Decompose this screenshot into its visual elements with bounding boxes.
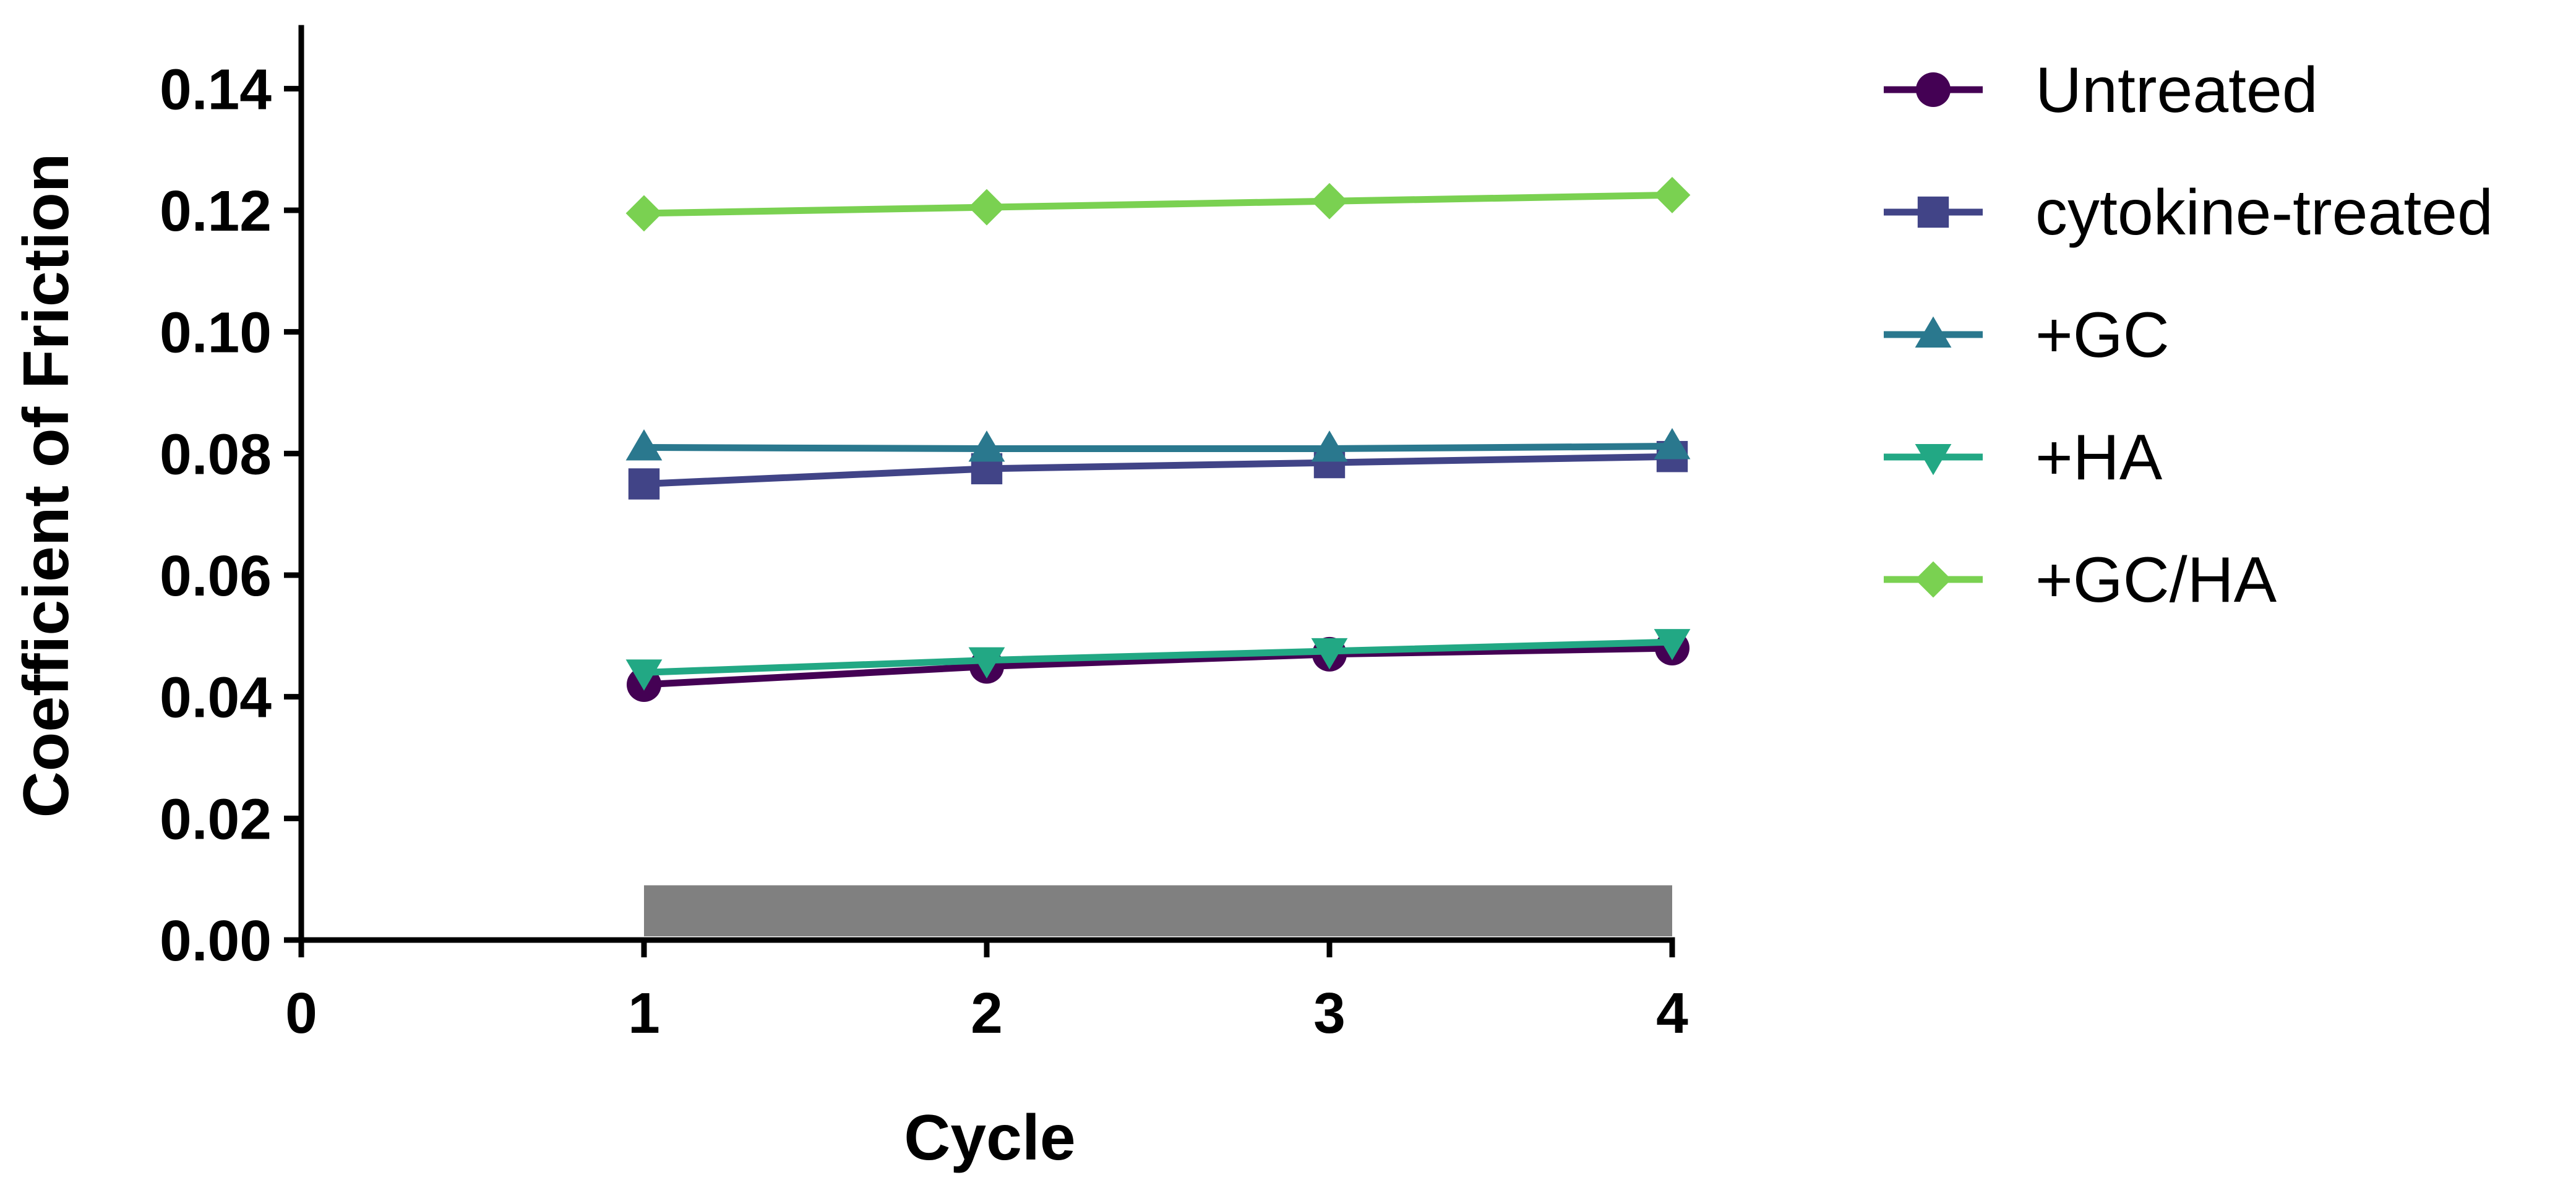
x-tick-label: 4 [1656, 981, 1688, 1045]
legend-label: Untreated [2035, 54, 2318, 126]
data-point-gc-3 [1311, 430, 1348, 462]
legend-marker-diamond [1915, 561, 1952, 598]
data-point-gc-4 [1654, 428, 1691, 459]
x-axis-title: Cycle [904, 1102, 1076, 1174]
ticks-layer: 0.00 0.02 0.04 0.06 0.08 0.10 0.12 0.14 0 1 2 3 4 [160, 57, 1688, 1045]
data-point-ha-3 [1311, 638, 1348, 670]
series-line-gc [643, 443, 1673, 452]
legend-marker-square [1917, 196, 1949, 228]
y-tick-label: 0.10 [160, 301, 272, 365]
y-tick-label: 0.02 [160, 787, 272, 851]
legend-label: cytokine-treated [2035, 177, 2493, 249]
legend-marker-circle [1916, 72, 1951, 107]
legend-item-cytokine-treated: cytokine-treated [1884, 177, 2493, 249]
data-point-gc-ha-1 [625, 195, 663, 232]
legend-marker-triangle-up [1915, 316, 1952, 348]
legend-label: +GC/HA [2035, 544, 2277, 616]
series-layer [625, 177, 1691, 702]
data-point-gc-2 [968, 430, 1005, 462]
legend-label: +GC [2035, 299, 2170, 371]
series-line-cytokine-treated [643, 453, 1673, 487]
series-line-untreated [643, 644, 1673, 688]
legend-label: +HA [2035, 422, 2163, 494]
data-point-gc-ha-4 [1654, 177, 1691, 213]
y-tick-label: 0.08 [160, 422, 272, 486]
series-gc-ha [625, 177, 1691, 232]
data-point-gc-ha-2 [968, 189, 1005, 226]
series-line-gc-ha [643, 191, 1673, 217]
y-axis-title: Coefficient of Friction [11, 153, 82, 818]
x-tick-label: 1 [628, 981, 660, 1045]
x-tick-label: 3 [1313, 981, 1346, 1045]
legend-item-gc: +GC [1884, 299, 2170, 371]
y-tick-label: 0.00 [160, 908, 272, 973]
data-point-gc-ha-3 [1311, 182, 1348, 220]
y-tick-label: 0.06 [160, 544, 272, 608]
y-tick-label: 0.04 [160, 665, 272, 730]
y-tick-label: 0.12 [160, 179, 272, 243]
legend-item-gc-ha: +GC/HA [1884, 544, 2277, 616]
annotations-layer [644, 885, 1672, 936]
series-gc [625, 428, 1691, 462]
series-ha [625, 629, 1691, 691]
data-point-gc-1 [625, 429, 663, 461]
legend-item-untreated: Untreated [1884, 54, 2318, 126]
data-point-ha-2 [968, 647, 1005, 679]
gray-bar-0 [644, 885, 1672, 936]
series-line-ha [643, 638, 1673, 676]
y-tick-label: 0.14 [160, 57, 272, 121]
legend-item-ha: +HA [1884, 422, 2163, 494]
x-tick-label: 2 [971, 981, 1003, 1045]
data-point-ha-4 [1654, 629, 1691, 660]
data-point-cytokine-treated-1 [628, 468, 660, 500]
x-tick-label: 0 [285, 981, 317, 1045]
legend-marker-triangle-down [1915, 444, 1952, 476]
legend: Untreated cytokine-treated +GC +HA +GC/HA [1884, 54, 2493, 616]
data-point-ha-1 [625, 659, 663, 691]
